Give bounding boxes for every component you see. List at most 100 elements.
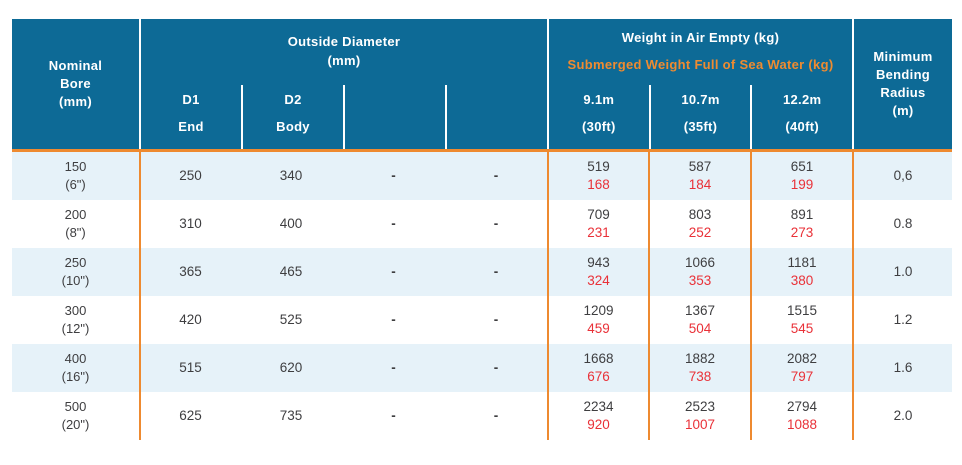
subheader-12-2m: 12.2m (40ft): [750, 85, 852, 149]
cell-min-bending-radius: 2.0: [852, 392, 952, 440]
bore-mm: 300: [64, 303, 87, 319]
d2-sublabel: Body: [276, 119, 310, 134]
outside-diameter-label: Outside Diameter: [287, 34, 401, 50]
weight-submerged: 797: [790, 369, 814, 384]
cell-blank-1: -: [391, 312, 396, 328]
cell-blank-2: -: [493, 360, 499, 376]
outside-diameter-subheaders: D1 End D2 Body: [141, 85, 547, 149]
bore-inches: (16"): [61, 369, 90, 384]
cell-nominal-bore: 400 (16"): [12, 344, 139, 392]
cell-weight-10-7m: 1367 504: [648, 296, 750, 344]
cell-weight-10-7m: 1882 738: [648, 344, 750, 392]
d1-label: D1: [182, 92, 200, 107]
header-weight-group: Weight in Air Empty (kg) Submerged Weigh…: [547, 19, 852, 149]
d2-label: D2: [284, 92, 302, 107]
weight-title-block: Weight in Air Empty (kg) Submerged Weigh…: [549, 19, 852, 85]
cell-weight-9-1m: 709 231: [547, 200, 648, 248]
cell-weight-12-2m: 1515 545: [750, 296, 852, 344]
length-30ft: (30ft): [582, 119, 616, 134]
table-row: 400 (16") 515 620 - - 1668 676 1882 738 …: [12, 344, 952, 392]
mbr-line1: Minimum: [873, 48, 933, 64]
nominal-bore-unit: (mm): [59, 94, 92, 110]
cell-blank-1: -: [391, 408, 396, 424]
table-row: 300 (12") 420 525 - - 1209 459 1367 504 …: [12, 296, 952, 344]
weight-submerged: 738: [688, 369, 712, 384]
weight-air: 1882: [684, 351, 716, 367]
weight-air-label: Weight in Air Empty (kg): [621, 30, 780, 45]
cell-weight-9-1m: 943 324: [547, 248, 648, 296]
cell-weight-10-7m: 2523 1007: [648, 392, 750, 440]
weight-submerged: 353: [688, 273, 712, 288]
cell-d1: 420: [139, 296, 240, 344]
weight-air: 1668: [583, 351, 614, 367]
weight-submerged: 545: [790, 321, 814, 336]
cell-min-bending-radius: 0,6: [852, 152, 952, 200]
header-min-bending-radius: Minimum Bending Radius (m): [852, 19, 952, 149]
cell-blank-1: -: [391, 216, 396, 232]
weight-air: 709: [587, 207, 610, 223]
outside-diameter-title: Outside Diameter (mm): [141, 19, 547, 85]
pipe-spec-table: Nominal Bore (mm) Outside Diameter (mm) …: [12, 19, 952, 440]
mbr-line3: Radius: [880, 85, 926, 100]
cell-d2: 400: [279, 216, 303, 232]
mbr-line2: Bending: [875, 66, 931, 82]
header-divider-line: [12, 149, 952, 152]
cell-nominal-bore: 150 (6"): [12, 152, 139, 200]
cell-d1: 515: [139, 344, 240, 392]
cell-d1: 250: [139, 152, 240, 200]
cell-blank-1: -: [391, 168, 396, 184]
cell-blank-1: -: [391, 360, 396, 376]
weight-air: 2794: [786, 399, 818, 415]
weight-air: 943: [587, 255, 610, 271]
weight-air: 1209: [583, 303, 614, 319]
bore-mm: 400: [64, 351, 87, 367]
cell-nominal-bore: 200 (8"): [12, 200, 139, 248]
length-35ft: (35ft): [683, 119, 718, 134]
cell-blank-2: -: [493, 216, 499, 232]
cell-weight-10-7m: 803 252: [648, 200, 750, 248]
cell-weight-9-1m: 519 168: [547, 152, 648, 200]
cell-min-bending-radius: 0.8: [852, 200, 952, 248]
cell-d2: 465: [279, 264, 303, 280]
subheader-blank-2: [445, 85, 547, 149]
weight-air: 2082: [786, 351, 818, 367]
weight-submerged: 676: [587, 369, 610, 384]
cell-min-bending-radius: 1.0: [852, 248, 952, 296]
weight-submerged: 459: [587, 321, 610, 336]
weight-air: 803: [688, 207, 712, 223]
cell-blank-2: -: [493, 168, 499, 184]
d1-sublabel: End: [178, 119, 204, 134]
weight-submerged: 252: [688, 225, 712, 240]
bore-inches: (10"): [61, 273, 90, 288]
bore-inches: (20"): [61, 417, 90, 432]
cell-min-bending-radius: 1.2: [852, 296, 952, 344]
length-9-1m: 9.1m: [583, 92, 615, 107]
bore-mm: 200: [64, 207, 87, 223]
weight-air: 2234: [583, 399, 614, 415]
subheader-blank-1: [343, 85, 445, 149]
weight-air: 1515: [786, 303, 818, 319]
cell-weight-10-7m: 1066 353: [648, 248, 750, 296]
weight-submerged: 324: [587, 273, 610, 288]
cell-blank-1: -: [391, 264, 396, 280]
weight-subheaders: 9.1m (30ft) 10.7m (35ft) 12.2m (40ft): [549, 85, 852, 149]
weight-air: 891: [790, 207, 814, 223]
cell-weight-10-7m: 587 184: [648, 152, 750, 200]
weight-air: 1181: [787, 255, 817, 271]
table-row: 200 (8") 310 400 - - 709 231 803 252 891…: [12, 200, 952, 248]
cell-weight-12-2m: 1181 380: [750, 248, 852, 296]
subheader-d2: D2 Body: [241, 85, 343, 149]
cell-d2: 735: [279, 408, 303, 424]
cell-d1: 310: [139, 200, 240, 248]
subheader-10-7m: 10.7m (35ft): [648, 85, 751, 149]
cell-nominal-bore: 250 (10"): [12, 248, 139, 296]
submerged-weight-label: Submerged Weight Full of Sea Water (kg): [567, 56, 834, 72]
weight-air: 519: [587, 159, 610, 175]
cell-blank-2: -: [493, 264, 499, 280]
length-10-7m: 10.7m: [681, 92, 720, 107]
header-nominal-bore: Nominal Bore (mm): [12, 19, 139, 149]
weight-air: 587: [688, 159, 712, 175]
table-body: 150 (6") 250 340 - - 519 168 587 184 651…: [12, 152, 952, 440]
weight-submerged: 504: [688, 321, 712, 336]
table-row: 250 (10") 365 465 - - 943 324 1066 353 1…: [12, 248, 952, 296]
